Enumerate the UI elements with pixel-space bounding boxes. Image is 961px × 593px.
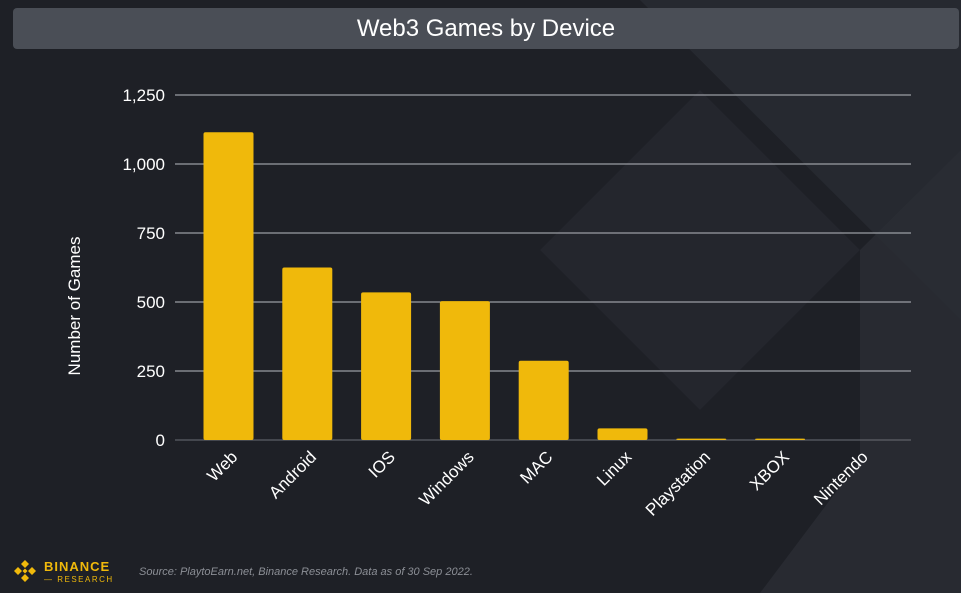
x-tick-label: Playstation [642,447,714,519]
x-tick-label: IOS [365,447,399,481]
chart-title: Web3 Games by Device [356,14,616,42]
x-tick-label: Linux [593,447,636,490]
bar-xbox [755,438,806,440]
x-tick-label: MAC [516,447,556,487]
y-tick-label: 250 [137,362,165,381]
bars [203,132,806,440]
bar-android [282,267,333,440]
brand-sub: — RESEARCH [44,575,114,584]
chart-title-bar: Web3 Games by Device [13,8,959,49]
y-tick-label: 1,000 [122,155,165,174]
y-tick-label: 1,250 [122,86,165,105]
binance-logo-icon [14,560,36,582]
bar-web [203,132,254,440]
x-axis-ticks: Web Android IOS Windows MAC Linux Playstation X… [203,447,871,520]
bar-playstation [676,438,727,440]
y-tick-label: 500 [137,293,165,312]
y-axis-label: Number of Games [65,237,84,376]
brand-logo-text: BINANCE — RESEARCH [44,560,114,584]
bar-linux [597,428,648,440]
bar-windows [439,301,490,440]
x-tick-label: Android [265,447,320,502]
y-tick-label: 0 [156,431,165,450]
x-tick-label: Web [203,447,241,485]
y-axis-ticks: 0 250 500 750 1,000 1,250 [122,86,165,450]
source-note: Source: PlaytoEarn.net, Binance Research… [139,566,473,578]
x-tick-label: Nintendo [810,447,872,509]
bar-ios [361,292,412,440]
x-tick-label: XBOX [746,447,793,494]
x-tick-label: Windows [416,447,478,509]
brand-sub-text: RESEARCH [57,575,114,584]
y-tick-label: 750 [137,224,165,243]
bar-mac [518,360,569,440]
brand-name: BINANCE [44,559,111,574]
